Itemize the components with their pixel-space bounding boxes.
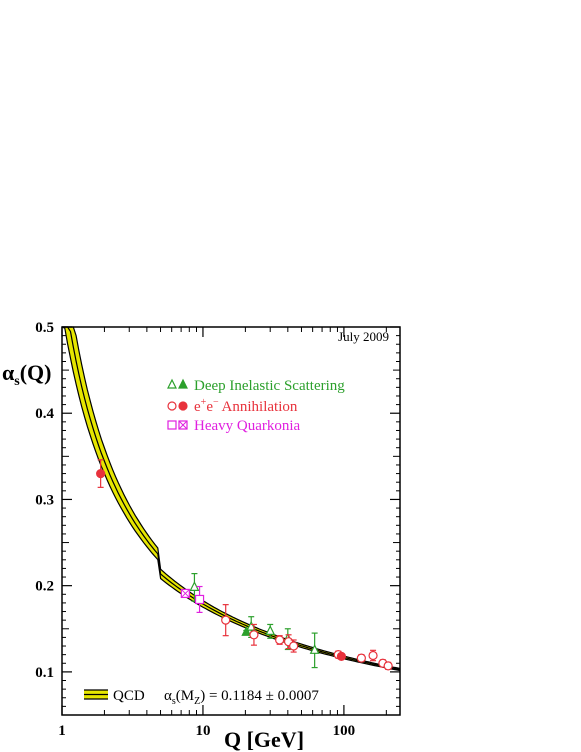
marker-triangle-open bbox=[265, 625, 276, 635]
data-point bbox=[289, 639, 299, 653]
marker-circle-filled bbox=[336, 651, 347, 661]
fit-result-label: αs(MZ) = 0.1184 ± 0.0007 bbox=[164, 688, 319, 707]
x-axis-label: Q [GeV] bbox=[224, 727, 304, 752]
legend-marker-circle-filled bbox=[178, 401, 188, 411]
legend: Deep Inelastic Scattering e+e− Annihilat… bbox=[167, 378, 345, 434]
marker-circle-open bbox=[275, 635, 285, 645]
legend-symbols-ee bbox=[167, 401, 188, 411]
x-tick-label: 10 bbox=[195, 723, 210, 739]
annotation-date: July 2009 bbox=[338, 329, 389, 344]
qcd-band-label: QCD bbox=[113, 688, 145, 704]
qcd-band-legend: QCD bbox=[84, 688, 145, 704]
legend-label-hq: Heavy Quarkonia bbox=[194, 418, 301, 434]
marker-circle-open bbox=[289, 641, 299, 651]
legend-symbols-dis bbox=[167, 378, 188, 389]
legend-symbols-hq bbox=[167, 420, 188, 430]
data-point bbox=[383, 661, 393, 671]
y-tick-label: 0.5 bbox=[35, 320, 54, 336]
marker-circle-open bbox=[356, 653, 366, 663]
data-point bbox=[249, 623, 259, 646]
legend-item-dis: Deep Inelastic Scattering bbox=[167, 378, 345, 394]
data-point bbox=[265, 623, 276, 639]
marker-circle-open bbox=[383, 661, 393, 671]
data-point bbox=[356, 653, 366, 663]
marker-circle-open bbox=[221, 615, 231, 625]
data-point bbox=[275, 635, 285, 645]
y-axis-label: αs(Q) bbox=[2, 360, 52, 389]
data-point bbox=[336, 651, 347, 661]
marker-triangle-filled bbox=[241, 625, 252, 636]
marker-square-crossed-cross-b bbox=[180, 589, 190, 598]
y-tick-label: 0.2 bbox=[35, 579, 54, 595]
legend-label-dis: Deep Inelastic Scattering bbox=[194, 378, 345, 394]
plot-frame bbox=[61, 326, 401, 716]
y-tick-label: 0.4 bbox=[35, 406, 54, 422]
marker-square-open bbox=[194, 594, 205, 605]
data-point bbox=[221, 604, 231, 637]
data-point bbox=[368, 649, 378, 662]
marker-triangle-open bbox=[246, 620, 257, 631]
legend-marker-square-open bbox=[167, 420, 177, 430]
legend-item-ee: e+e− Annihilation bbox=[167, 397, 298, 415]
legend-item-hq: Heavy Quarkonia bbox=[167, 418, 301, 434]
marker-circle-filled bbox=[96, 468, 106, 479]
legend-marker-triangle-open bbox=[167, 378, 177, 389]
data-point bbox=[189, 572, 200, 602]
legend-label-ee: e+e− Annihilation bbox=[194, 397, 298, 415]
marker-circle-open bbox=[249, 630, 259, 640]
legend-marker-triangle-filled bbox=[178, 378, 188, 389]
marker-triangle-open bbox=[309, 643, 320, 654]
data-point bbox=[96, 459, 106, 488]
data-points bbox=[96, 459, 393, 671]
y-tick-label: 0.3 bbox=[35, 492, 54, 508]
data-point bbox=[309, 632, 320, 669]
marker-triangle-open bbox=[189, 581, 200, 591]
legend-marker-circle-open bbox=[167, 401, 177, 411]
legend-marker-square-crossed-cross-b bbox=[178, 420, 188, 430]
axis-ticks: 1 10 100 0.1 0.2 0.3 0.4 0.5 bbox=[35, 320, 400, 739]
marker-circle-open bbox=[368, 650, 378, 661]
x-tick-label: 100 bbox=[333, 723, 356, 739]
data-point bbox=[194, 585, 205, 613]
y-tick-label: 0.1 bbox=[35, 665, 54, 681]
x-tick-label: 1 bbox=[58, 723, 66, 739]
data-point bbox=[180, 588, 190, 599]
